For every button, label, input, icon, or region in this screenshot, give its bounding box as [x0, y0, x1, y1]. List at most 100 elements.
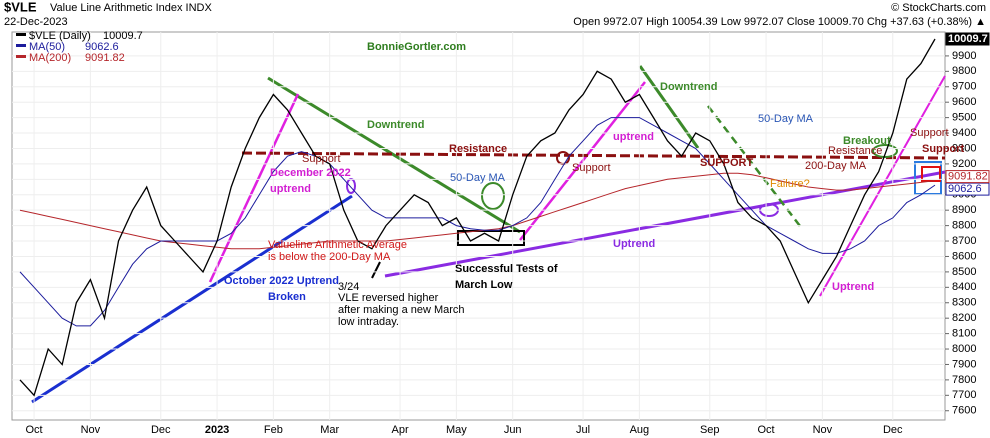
- x-tick-label: Dec: [883, 424, 903, 436]
- annotation: Support: [910, 127, 949, 139]
- circle: [872, 144, 898, 158]
- legend-value: 9062.6: [85, 41, 119, 53]
- date: 22-Dec-2023: [4, 16, 68, 28]
- trendlines: [31, 65, 946, 404]
- trendline: [31, 194, 353, 404]
- legend-swatch: [16, 33, 26, 36]
- legend-swatch: [16, 44, 26, 47]
- x-tick-label: Mar: [320, 424, 339, 436]
- annotation: Successful Tests of: [455, 263, 558, 275]
- legend-label: MA(200): [29, 52, 71, 64]
- annotation: Uptrend: [613, 238, 655, 250]
- y-tick-label: 8100: [952, 328, 976, 340]
- annotation: Downtrend: [660, 81, 717, 93]
- y-tick-label: 9700: [952, 81, 976, 93]
- annotation: is below the 200-Day MA: [268, 251, 391, 263]
- x-tick-label: 2023: [205, 424, 229, 436]
- last-value-box: [945, 170, 990, 184]
- box: [457, 230, 525, 246]
- x-tick-label: Jun: [504, 424, 522, 436]
- annotation: Failure?: [770, 178, 810, 190]
- annotation: Support: [922, 143, 964, 155]
- y-tick-label: 9600: [952, 96, 976, 108]
- x-tick-label: Feb: [264, 424, 283, 436]
- trendline: [638, 65, 700, 149]
- annotation: Downtrend: [367, 119, 424, 131]
- series-line: [19, 172, 936, 250]
- annotation: March Low: [455, 279, 513, 291]
- x-tick-label: Oct: [26, 424, 43, 436]
- legend-label: MA(50): [29, 41, 65, 53]
- arrow: [371, 261, 381, 279]
- annotation: Valueline Arithmetic Average: [268, 239, 407, 251]
- x-tick-label: Nov: [813, 424, 833, 436]
- quote: Open 9972.07 High 10054.39 Low 9972.07 C…: [573, 16, 986, 28]
- x-tick-label: Oct: [758, 424, 775, 436]
- y-tick-label: 8800: [952, 220, 976, 232]
- annotation: Resistance: [449, 143, 507, 155]
- x-tick-label: Jul: [576, 424, 590, 436]
- trendline: [519, 81, 646, 241]
- symbol: $VLE: [4, 0, 37, 14]
- annotation: low intraday.: [338, 316, 399, 328]
- credit: © StockCharts.com: [891, 2, 986, 14]
- trendline: [384, 170, 946, 278]
- annotation: Support: [572, 162, 611, 174]
- annotation: uptrend: [270, 183, 311, 195]
- series-line: [19, 117, 936, 327]
- series-line: [19, 38, 936, 397]
- trendline: [267, 76, 521, 234]
- annotation: SUPPORT: [700, 157, 753, 169]
- resistance-line: [241, 151, 946, 160]
- annotation: Support: [302, 153, 341, 165]
- last-value-label: 10009.7: [948, 33, 988, 45]
- last-value-label: 9062.6: [948, 183, 982, 195]
- x-tick-label: Nov: [81, 424, 101, 436]
- annotation: uptrend: [613, 131, 654, 143]
- x-tick-label: Aug: [630, 424, 650, 436]
- annotation: VLE reversed higher: [338, 292, 439, 304]
- y-tick-label: 9300: [952, 142, 976, 154]
- annotation: October 2022 Uptrend: [224, 275, 339, 287]
- trendline: [208, 93, 300, 283]
- annotation: Resistance: [828, 145, 882, 157]
- y-tick-label: 7800: [952, 374, 976, 386]
- y-tick-label: 9200: [952, 158, 976, 170]
- y-tick-label: 8500: [952, 266, 976, 278]
- y-tick-label: 8200: [952, 312, 976, 324]
- last-value-label: 9091.82: [948, 171, 988, 183]
- annotation: Broken: [268, 291, 306, 303]
- y-tick-label: 7600: [952, 405, 976, 417]
- x-tick-label: Apr: [392, 424, 409, 436]
- annotation: Uptrend: [832, 281, 874, 293]
- legend-swatch: [16, 55, 26, 58]
- legend-value: 9091.82: [85, 52, 125, 64]
- y-tick-label: 8400: [952, 281, 976, 293]
- legend-value: 10009.7: [103, 30, 143, 42]
- y-tick-label: 8300: [952, 297, 976, 309]
- annotation: Breakout: [843, 135, 891, 147]
- annotation: 50-Day MA: [758, 113, 814, 125]
- last-value-box: [945, 182, 990, 196]
- y-tick-label: 9900: [952, 50, 976, 62]
- y-tick-label: 9500: [952, 112, 976, 124]
- y-tick-label: 8600: [952, 250, 976, 262]
- legend-label: $VLE (Daily): [29, 30, 91, 42]
- annotation: after making a new March: [338, 304, 465, 316]
- annotation: 3/24: [338, 281, 359, 293]
- annotation: 200-Day MA: [805, 160, 867, 172]
- last-value-box: [945, 32, 990, 46]
- y-tick-label: 8900: [952, 204, 976, 216]
- y-tick-label: 7700: [952, 389, 976, 401]
- x-tick-label: Dec: [151, 424, 171, 436]
- annotation: 50-Day MA: [450, 172, 506, 184]
- y-tick-label: 8700: [952, 235, 976, 247]
- y-tick-label: 9400: [952, 127, 976, 139]
- y-tick-label: 9800: [952, 65, 976, 77]
- x-tick-label: May: [446, 424, 467, 436]
- y-tick-label: 8000: [952, 343, 976, 355]
- y-tick-label: 7900: [952, 358, 976, 370]
- annotation: BonnieGortler.com: [367, 41, 466, 53]
